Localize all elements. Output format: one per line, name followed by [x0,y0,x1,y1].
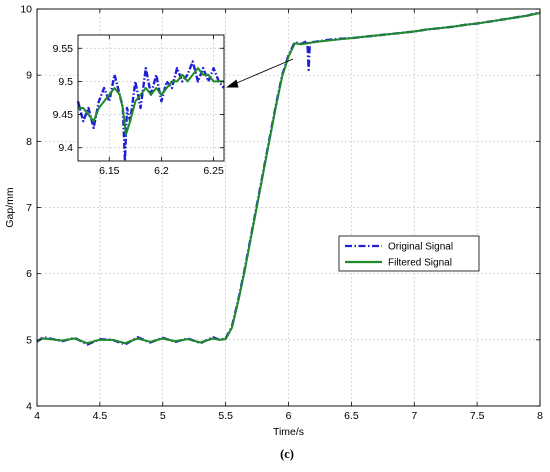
inset-series [76,60,225,163]
legend-label-filtered: Filtered Signal [388,258,452,269]
main-y-tick-label: 7 [26,202,32,214]
main-ticks: 4 4.5 5 5.5 6 6.5 7 7.5 8 4 5 6 7 8 9 10 [20,4,543,423]
main-x-tick-label: 5.5 [218,410,233,422]
main-y-tick-label: 8 [26,136,32,148]
y-axis-label: Gap/mm [4,187,16,228]
main-y-tick-label: 6 [26,268,32,280]
inset-series-filtered [78,67,224,136]
main-x-tick-label: 5 [160,410,166,422]
main-series-filtered [36,11,541,345]
inset-y-tick-label: 9.45 [53,109,74,121]
main-x-tick-label: 6.5 [344,410,359,422]
inset-chart: 6.15 6.2 6.25 9.4 9.45 9.5 9.55 [53,34,225,177]
main-x-tick-label: 7 [411,410,417,422]
inset-ticks: 6.15 6.2 6.25 9.4 9.45 9.5 9.55 [53,35,224,177]
inset-y-tick-label: 9.4 [58,142,73,154]
main-y-tick-label: 9 [26,70,32,82]
main-x-tick-label: 8 [537,410,543,422]
figure-caption: (c) [280,447,294,461]
inset-x-tick-label: 6.2 [154,165,169,177]
inset-x-tick-label: 6.15 [99,165,120,177]
zoom-arrow-head [226,79,239,88]
inset-y-tick-label: 9.5 [58,76,73,88]
inset-plot-frame [77,34,225,162]
legend-label-original: Original Signal [388,242,453,253]
main-x-tick-label: 7.5 [470,410,485,422]
main-chart: 4 4.5 5 5.5 6 6.5 7 7.5 8 4 5 6 7 8 9 10 Time/s Gap/mm [4,4,543,439]
main-x-tick-label: 4 [34,410,40,422]
main-y-tick-label: 5 [26,334,32,346]
main-series [36,11,541,346]
inset-y-tick-label: 9.55 [53,43,74,55]
x-axis-label: Time/s [273,426,304,438]
inset-background [78,35,224,161]
zoom-arrow-line [231,58,294,86]
legend: Original Signal Filtered Signal [338,235,480,272]
inset-x-tick-label: 6.25 [203,165,224,177]
inset-series-original [76,60,225,163]
main-y-tick-label: 10 [20,4,32,16]
main-x-tick-label: 6 [286,410,292,422]
inset-grid [78,35,224,161]
main-x-tick-label: 4.5 [93,410,108,422]
main-y-tick-label: 4 [26,401,32,413]
zoom-arrow [226,58,294,88]
legend-box [338,235,480,272]
